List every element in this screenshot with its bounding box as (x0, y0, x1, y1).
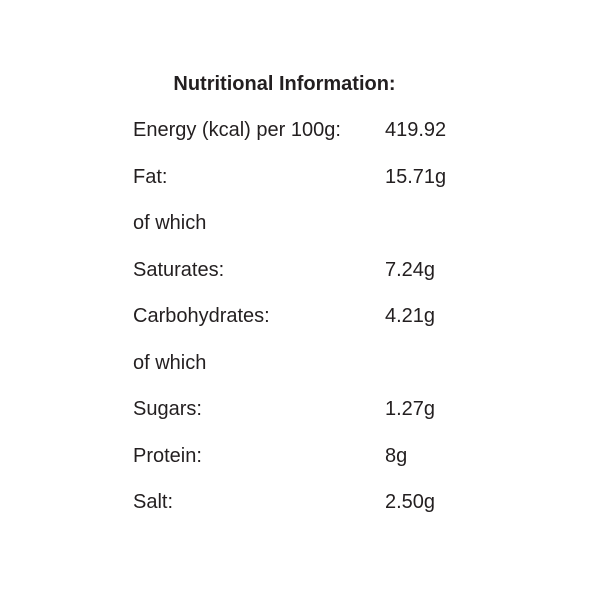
nutrition-row: of which (133, 340, 436, 387)
nutrition-row: Sugars: 1.27g (133, 386, 436, 433)
nutrition-panel-title: Nutritional Information: (173, 73, 396, 95)
nutrient-label: Sugars: (133, 398, 202, 421)
nutrient-label: Carbohydrates: (133, 305, 270, 328)
nutrient-label: Fat: (133, 165, 168, 188)
nutrient-value: 4.21g (385, 305, 436, 328)
nutrient-value: 7.24g (385, 258, 436, 281)
nutrient-label: Energy (kcal) per 100g: (133, 119, 341, 142)
nutrient-value: 8g (385, 444, 408, 467)
nutrient-value: 15.71g (385, 165, 447, 188)
nutrition-row: Salt: 2.50g (133, 479, 436, 526)
nutrition-row: Fat: 15.71g (133, 154, 446, 201)
nutrient-label: of which (133, 212, 207, 235)
nutrient-label: Saturates: (133, 258, 225, 281)
nutrition-row: of which (133, 200, 436, 247)
nutrient-label: of which (133, 351, 207, 374)
nutrition-row: Carbohydrates: 4.21g (133, 293, 436, 340)
nutrition-row: Saturates: 7.24g (133, 247, 436, 294)
nutrient-value: 419.92 (385, 119, 447, 142)
nutrition-row: Energy (kcal) per 100g: 419.92 (133, 107, 446, 154)
nutrient-label: Protein: (133, 444, 202, 467)
nutrient-label: Salt: (133, 491, 174, 514)
nutrition-row: Protein: 8g (133, 433, 436, 480)
nutrient-value: 1.27g (385, 398, 436, 421)
nutrient-value: 2.50g (385, 491, 436, 514)
nutrition-panel: Nutritional Information: Energy (kcal) p… (133, 72, 446, 526)
nutrition-rows: Energy (kcal) per 100g: 419.92 Fat: 15.7… (133, 107, 446, 526)
